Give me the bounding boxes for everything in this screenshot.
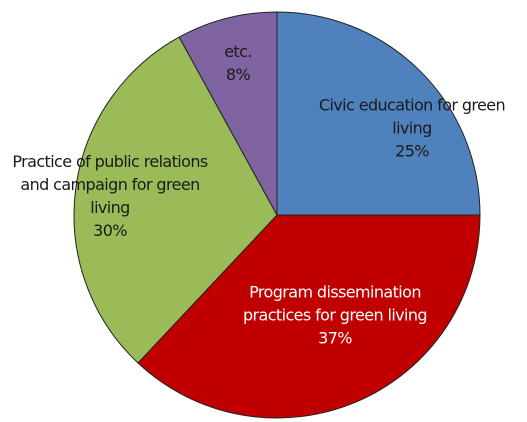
value-label: 8% [225, 65, 251, 84]
value-label: 25% [395, 141, 429, 161]
slice-label: Program dissemination practices for gree… [230, 281, 440, 350]
slice-label: Civic education for green living 25% [317, 94, 507, 163]
slice-label: Practice of public relations and campaig… [3, 150, 218, 242]
category-label: Program dissemination practices for gree… [242, 282, 428, 325]
category-label: etc. [224, 42, 252, 61]
value-label: 30% [93, 221, 127, 240]
value-label: 37% [318, 328, 352, 348]
pie-slice [73, 36, 278, 364]
category-label: Civic education for green living [318, 95, 506, 138]
category-label: Practice of public relations and campaig… [12, 152, 208, 217]
pie-slice [137, 214, 481, 419]
pie-slice [178, 11, 278, 216]
pie-slice [276, 11, 481, 216]
slice-label: etc. 8% [208, 40, 268, 86]
